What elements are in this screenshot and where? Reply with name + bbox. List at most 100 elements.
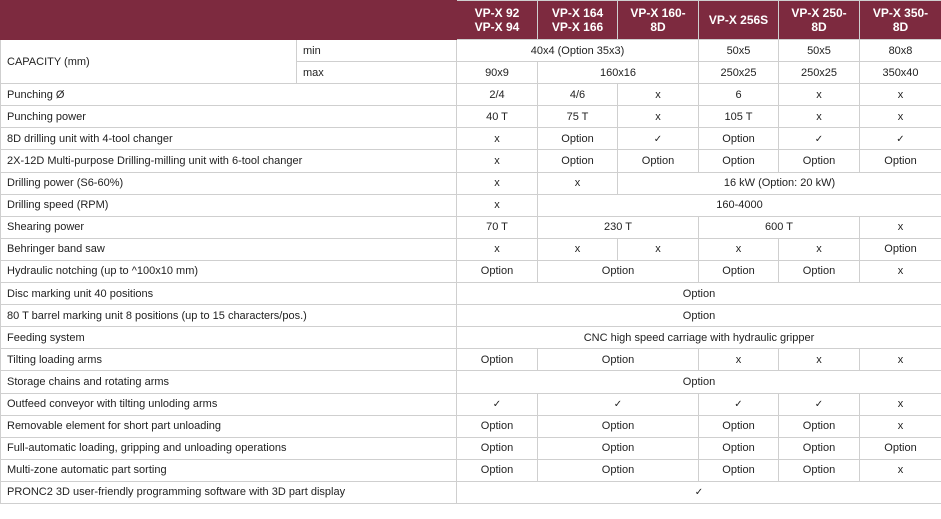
cell-value: x [897, 110, 904, 123]
cell-value: Option [601, 353, 635, 366]
cell-value: x [897, 420, 904, 433]
table-row: Tilting loading arms Option Option x x x [0, 348, 941, 372]
cell-value: Option [884, 442, 917, 455]
cell-value: 600 T [765, 221, 793, 234]
value-cell: x [456, 149, 538, 173]
row-label-cell: Full-automatic loading, gripping and unl… [0, 436, 457, 460]
cell-value: 230 T [604, 221, 632, 234]
cell-value: Option [722, 420, 755, 433]
cell-value: x [897, 265, 904, 278]
cell-value: Option [480, 265, 514, 278]
row-label: 8D drilling unit with 4-tool changer [7, 132, 173, 145]
value-cell: ✓ [537, 392, 699, 416]
table-row: Feeding system CNC high speed carriage wi… [0, 326, 941, 350]
value-cell: x [537, 237, 618, 261]
value-cell: Option [537, 414, 699, 438]
value-cell: x [859, 105, 941, 129]
cell-value: Option [802, 420, 836, 433]
value-cell: x [617, 105, 699, 129]
value-cell: 6 [698, 83, 779, 107]
value-cell: ✓ [456, 480, 941, 504]
value-cell: x [698, 237, 779, 261]
spec-table: VP-X 92 VP-X 94 VP-X 164 VP-X 166 VP-X 160… [0, 0, 941, 504]
cell-value: Option [601, 420, 635, 433]
value-cell: x [859, 414, 941, 438]
value-cell: 40 T [456, 105, 538, 129]
row-label-cell: 8D drilling unit with 4-tool changer [0, 127, 457, 151]
row-label: Outfeed conveyor with tilting unloding a… [7, 398, 218, 411]
cell-value: x [816, 353, 822, 366]
row-label: Tilting loading arms [7, 353, 102, 366]
cell-value: 40 T [486, 110, 508, 123]
cell-value: Option [682, 287, 716, 300]
value-cell: 16 kW (Option: 20 kW) [617, 171, 941, 195]
cell-value: x [574, 177, 581, 190]
cell-value: Option [480, 353, 514, 366]
value-cell: Option [859, 149, 941, 173]
table-row: CAPACITY (mm) min 40x4 (Option 35x3) 50x5 50… [0, 38, 941, 85]
cell-value: Option [722, 155, 755, 168]
value-cell: 230 T [537, 215, 699, 239]
cell-value: x [494, 155, 500, 168]
table-row: Outfeed conveyor with tilting unloding a… [0, 392, 941, 416]
table-row: Punching Ø 2/4 4/6 x 6 x x [0, 83, 941, 107]
cell-value: CNC high speed carriage with hydraulic g… [583, 331, 815, 344]
cell-value: Option [641, 155, 675, 168]
value-cell: 250x25 [698, 61, 779, 85]
cell-value: Option [682, 375, 716, 388]
value-cell: x [778, 83, 860, 107]
cell-value: Option [722, 442, 755, 455]
value-cell: Option [537, 127, 618, 151]
value-cell: x [456, 171, 538, 195]
table-row: Removable element for short part unloadi… [0, 414, 941, 438]
value-cell: x [859, 259, 941, 284]
value-cell: Option [456, 436, 538, 460]
cell-value: x [574, 243, 581, 256]
value-cell: x [456, 237, 538, 261]
row-label-cell: Shearing power [0, 215, 457, 239]
row-label: Hydraulic notching (up to ^100x10 mm) [7, 265, 199, 278]
value-cell: x [859, 83, 941, 107]
value-cell: x [617, 237, 699, 261]
row-label: CAPACITY (mm) [7, 55, 90, 68]
cell-value: ✓ [814, 133, 824, 145]
value-cell: Option [456, 259, 538, 284]
cell-value: x [816, 243, 822, 256]
value-cell: 4/6 [537, 83, 618, 107]
value-cell: Option [456, 458, 538, 482]
value-cell: 350x40 [859, 61, 941, 85]
cell-value: x [494, 243, 500, 256]
value-cell: x [778, 237, 860, 261]
cell-value: ✓ [814, 399, 824, 411]
cell-value: 4/6 [569, 88, 586, 101]
value-cell: 75 T [537, 105, 618, 129]
table-row: Disc marking unit 40 positions Option [0, 282, 941, 306]
cell-value: Option [802, 265, 836, 278]
value-cell: 40x4 (Option 35x3) [456, 38, 699, 63]
row-label: Storage chains and rotating arms [7, 375, 170, 388]
cell-value: Option [802, 464, 836, 477]
header-row: VP-X 92 VP-X 94 VP-X 164 VP-X 166 VP-X 160… [0, 0, 941, 40]
value-cell: Option [456, 282, 941, 306]
value-cell: Option [778, 259, 860, 284]
model-header-vp-x-164: VP-X 164 VP-X 166 [537, 0, 618, 40]
cell-value: Option [722, 265, 755, 278]
table-row: Drilling power (S6-60%) x x 16 kW (Option: … [0, 171, 941, 195]
cell-value: Option [722, 132, 755, 145]
cell-value: 105 T [724, 110, 753, 123]
value-cell: Option [778, 414, 860, 438]
value-cell: x [617, 83, 699, 107]
row-label-cell: PRONC2 3D user-friendly programming soft… [0, 480, 457, 504]
row-label: Shearing power [7, 221, 85, 234]
value-cell: ✓ [859, 127, 941, 151]
row-label-cell: Removable element for short part unloadi… [0, 414, 457, 438]
cell-value: ✓ [694, 487, 704, 499]
row-label: Multi-zone automatic part sorting [7, 464, 167, 477]
model-header-vp-x-250-8d: VP-X 250- 8D [778, 0, 860, 40]
cell-value: Option [884, 155, 917, 168]
row-label: Disc marking unit 40 positions [7, 287, 154, 300]
cell-value: x [494, 199, 500, 212]
cell-value: x [735, 243, 742, 256]
value-cell: x [778, 105, 860, 129]
table-row: Shearing power 70 T 230 T 600 T x [0, 215, 941, 239]
